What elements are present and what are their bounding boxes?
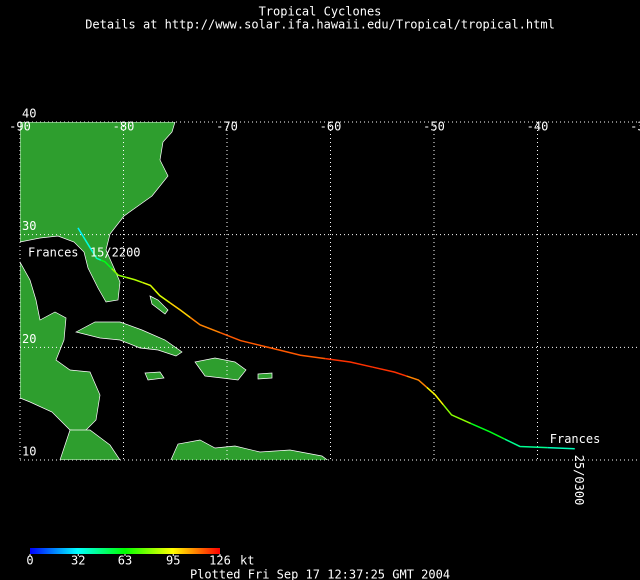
cuba bbox=[75, 321, 183, 357]
track-segment bbox=[169, 302, 191, 319]
colorbar-label: 0 bbox=[26, 554, 33, 568]
lat-label: 20 bbox=[22, 332, 36, 346]
lon-label: -30 bbox=[630, 120, 640, 134]
track-segment bbox=[111, 267, 127, 279]
colorbar-label: 63 bbox=[118, 554, 132, 568]
central-america bbox=[59, 429, 121, 460]
track-segment bbox=[189, 316, 221, 334]
track-segment bbox=[325, 357, 373, 368]
lon-label: -40 bbox=[527, 120, 549, 134]
lon-label: -80 bbox=[113, 120, 135, 134]
track-segment bbox=[270, 347, 326, 360]
track-segment bbox=[406, 375, 428, 388]
track-segment bbox=[426, 386, 444, 406]
storm-name: Frances bbox=[28, 245, 79, 259]
track-segment bbox=[91, 251, 102, 261]
track-segment bbox=[442, 404, 472, 425]
track-segment bbox=[100, 259, 113, 269]
track-segment bbox=[372, 366, 407, 377]
title: Tropical Cyclones bbox=[259, 5, 382, 19]
north-america bbox=[20, 122, 176, 303]
lat-label: 40 bbox=[22, 107, 36, 121]
start-date-label: 15/2200 bbox=[90, 245, 141, 259]
track-segment bbox=[504, 438, 548, 449]
colorbar-unit: kt bbox=[240, 554, 254, 568]
jamaica bbox=[144, 371, 165, 381]
footer: Plotted Fri Sep 17 12:37:25 GMT 2004 bbox=[190, 568, 450, 580]
lat-label: 10 bbox=[22, 445, 36, 459]
puerto-rico bbox=[257, 372, 273, 380]
land bbox=[20, 122, 328, 460]
end-date-label: 25/0300 bbox=[572, 455, 586, 506]
storm-name: Frances bbox=[550, 432, 601, 446]
overlay: -90 -80 -70 -60 -50 -40 -30 10 20 30 40 Frances 25/0… bbox=[9, 107, 640, 506]
track-segment bbox=[219, 331, 271, 349]
colorbar-label: 95 bbox=[166, 554, 180, 568]
track-segment bbox=[470, 422, 506, 440]
bahamas bbox=[149, 295, 169, 315]
colorbar-label: 32 bbox=[71, 554, 85, 568]
colorbar bbox=[30, 548, 220, 554]
colorbar-label: 126 bbox=[209, 554, 231, 568]
track-segment bbox=[126, 276, 143, 284]
track-segment bbox=[82, 235, 94, 252]
hispaniola bbox=[194, 357, 247, 381]
track-segment bbox=[142, 281, 156, 291]
lon-label: -50 bbox=[423, 120, 445, 134]
lat-label: 30 bbox=[22, 219, 36, 233]
track-segment bbox=[77, 227, 84, 237]
south-america bbox=[170, 439, 328, 460]
subtitle: Details at http://www.solar.ifa.hawaii.e… bbox=[85, 18, 555, 32]
lon-label: -70 bbox=[216, 120, 238, 134]
lon-label: -60 bbox=[320, 120, 342, 134]
track-segment bbox=[154, 289, 171, 304]
track-segment bbox=[547, 446, 575, 450]
lon-label: -90 bbox=[9, 120, 31, 134]
